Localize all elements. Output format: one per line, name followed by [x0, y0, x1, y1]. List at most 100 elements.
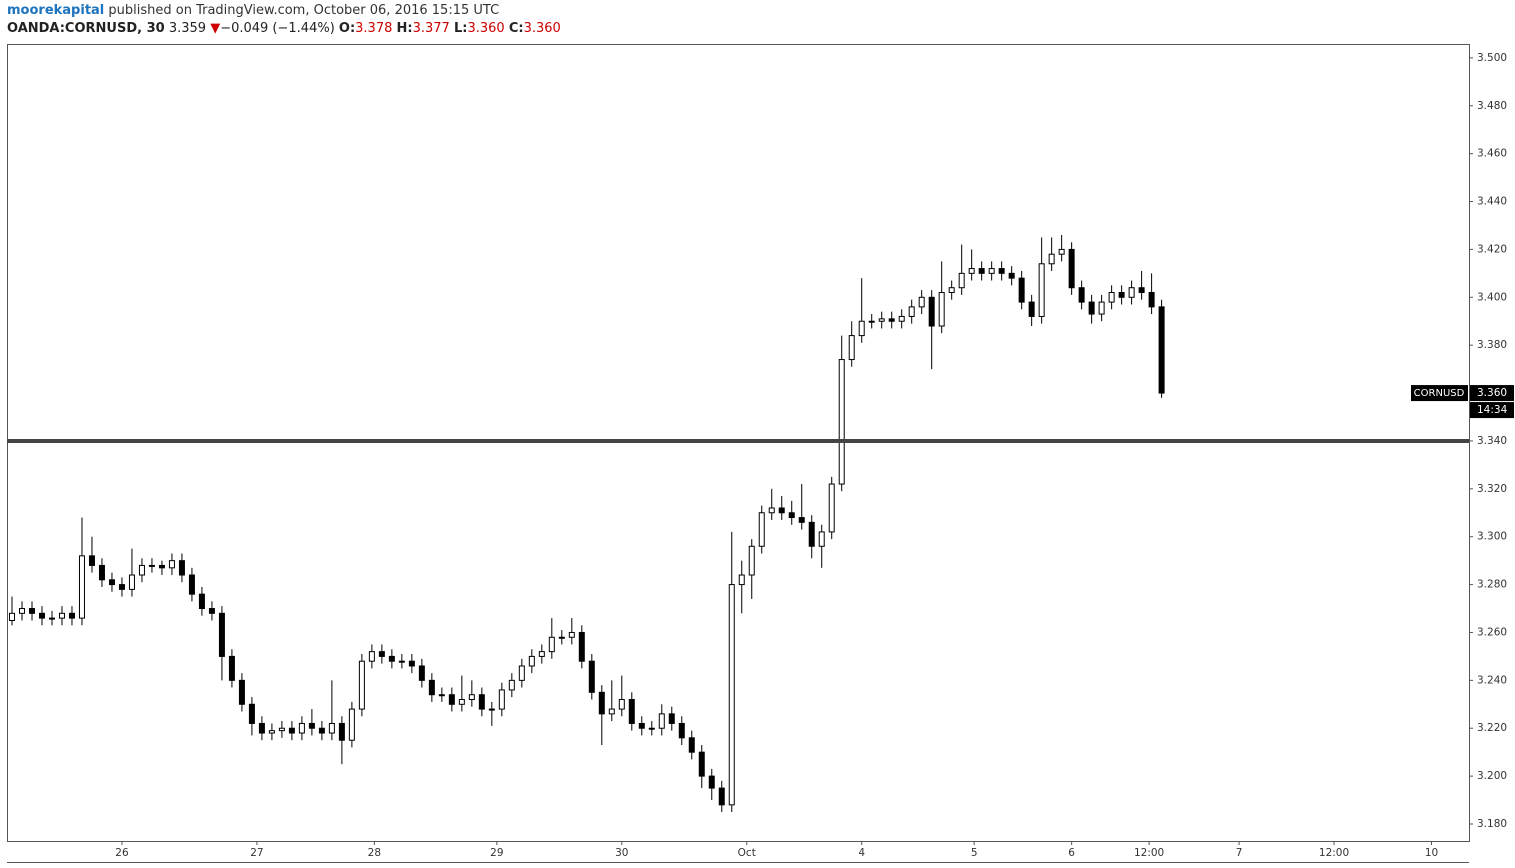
candle-body [188, 574, 195, 595]
x-tick-label: 7 [1236, 847, 1243, 859]
candle-body [118, 584, 125, 590]
candle-body [548, 636, 555, 653]
candle-body [448, 694, 455, 705]
candle-body [438, 694, 445, 697]
candle-body [298, 722, 305, 734]
candle-body [358, 660, 365, 710]
x-tick-label: Oct [738, 847, 756, 859]
y-tick-label: 3.500 [1477, 52, 1507, 64]
candle-body [638, 722, 645, 729]
candle-body [148, 564, 155, 567]
candle-body [1098, 301, 1105, 315]
x-tick-label: 12:00 [1319, 847, 1349, 859]
candle-body [668, 713, 675, 724]
y-tick-label: 3.400 [1477, 291, 1507, 303]
candle-body [1148, 292, 1155, 308]
candle-body [1108, 292, 1115, 303]
y-tick-label: 3.220 [1477, 722, 1507, 734]
y-tick-label: 3.320 [1477, 483, 1507, 495]
y-tick-label: 3.340 [1477, 435, 1507, 447]
candle-body [1138, 287, 1145, 294]
candle-body [1078, 287, 1085, 303]
candle-body [628, 699, 635, 724]
candle-body [558, 636, 565, 639]
y-tick-label: 3.280 [1477, 579, 1507, 591]
candle-body [508, 679, 515, 691]
candle-body [458, 699, 465, 705]
candle-body [788, 512, 795, 519]
candle-body [818, 531, 825, 547]
candle-body [88, 555, 95, 566]
candle-body [108, 579, 115, 586]
candle-body [798, 517, 805, 523]
candle-body [498, 689, 505, 710]
x-tick-label: 28 [368, 847, 381, 859]
down-arrow: ▼ [210, 21, 221, 36]
candle-body [228, 655, 235, 681]
symbol: OANDA:CORNUSD, 30 [7, 21, 165, 36]
author[interactable]: moorekapital [7, 3, 105, 18]
candle-body [38, 612, 45, 619]
candle-body [98, 564, 105, 581]
candle-body [178, 560, 185, 576]
y-tick-label: 3.300 [1477, 531, 1507, 543]
candle-body [688, 737, 695, 753]
candle-body [648, 727, 655, 730]
candle-body [828, 483, 835, 533]
y-tick-label: 3.480 [1477, 100, 1507, 112]
candle-body [418, 665, 425, 681]
candle-body [778, 507, 785, 514]
candle-body [128, 574, 135, 590]
candle-body [868, 320, 875, 323]
candle-body [518, 665, 525, 681]
symbol-line: OANDA:CORNUSD, 30 3.359 ▼−0.049 (−1.44%)… [7, 21, 561, 36]
candle-body [478, 694, 485, 710]
high-value: 3.377 [412, 21, 450, 36]
candle-body [268, 730, 275, 734]
candle-body [568, 631, 575, 638]
candle-body [78, 555, 85, 619]
publish-info: published on TradingView.com, October 06… [108, 3, 500, 18]
candle-body [1088, 301, 1095, 315]
x-tick-label: 30 [615, 847, 628, 859]
candle-body [838, 359, 845, 485]
candle-body [58, 612, 65, 619]
high-label: H: [396, 21, 413, 36]
candle-body [678, 722, 685, 739]
close-label: C: [508, 21, 524, 36]
candle-body [1068, 248, 1075, 289]
candle-body [388, 655, 395, 662]
x-tick-label: 26 [115, 847, 129, 859]
candle-body [378, 651, 385, 657]
y-tick-label: 3.440 [1477, 196, 1507, 208]
candle-body [138, 564, 145, 576]
plot-frame [7, 44, 1470, 842]
candle-body [1118, 292, 1125, 298]
close-value: 3.360 [523, 21, 561, 36]
candle-body [718, 787, 725, 806]
publish-line: moorekapital published on TradingView.co… [7, 3, 499, 18]
y-tick-label: 3.200 [1477, 770, 1507, 782]
candle-body [68, 612, 75, 619]
candle-body [278, 727, 285, 732]
candle-body [608, 708, 615, 715]
x-tick-label: 29 [490, 847, 503, 859]
candle-body [708, 775, 715, 789]
candle-body [528, 655, 535, 667]
candle-body [908, 306, 915, 317]
candle-body [698, 751, 705, 777]
candle-body [398, 660, 405, 663]
candle-body [978, 268, 985, 274]
candle-body [1018, 277, 1025, 303]
candle-body [768, 507, 775, 514]
candle-body [158, 564, 165, 569]
candle-body [878, 318, 885, 322]
candle-body [1028, 301, 1035, 317]
candle-body [538, 651, 545, 657]
candle-body [928, 296, 935, 327]
candle-body [1008, 272, 1015, 279]
x-tick-label: 12:00 [1134, 847, 1164, 859]
last: 3.359 [168, 21, 207, 36]
x-tick-label: 6 [1068, 847, 1075, 859]
